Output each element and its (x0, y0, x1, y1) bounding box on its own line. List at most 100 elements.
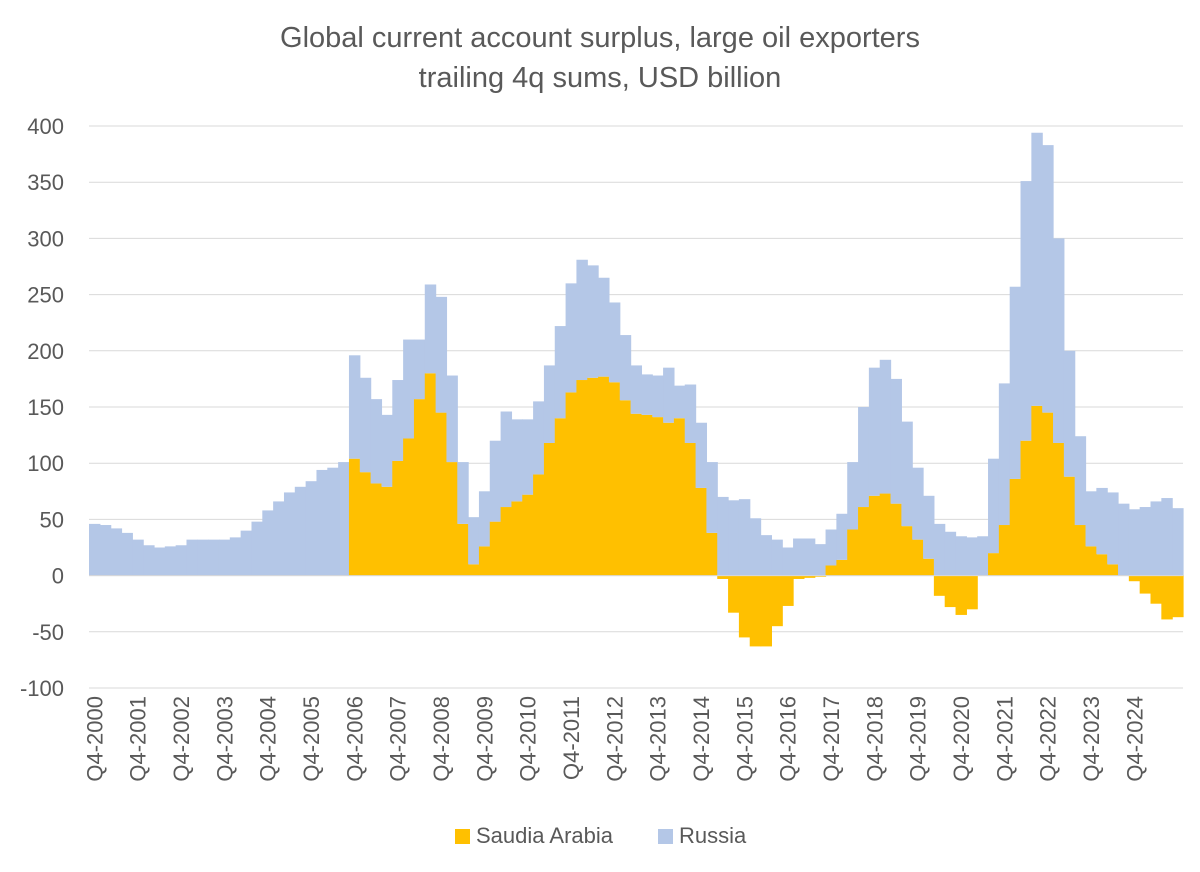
bar-russia (229, 537, 242, 576)
bar-saudi-arabia (684, 442, 697, 576)
bar-saudi-arabia (879, 493, 892, 576)
bar-saudi-arabia (1085, 546, 1097, 576)
x-tick-label: Q4-2004 (256, 696, 281, 782)
x-tick-label: Q4-2008 (429, 696, 454, 782)
bar-russia (1118, 503, 1130, 576)
bar-russia (728, 500, 740, 576)
bar-russia (1150, 501, 1162, 576)
bar-russia (500, 411, 513, 508)
bar-russia (1020, 181, 1032, 441)
bar-russia (663, 367, 675, 423)
bar-saudi-arabia (478, 546, 491, 576)
bar-saudi-arabia (543, 442, 556, 576)
bar-saudi-arabia (663, 422, 675, 576)
bar-saudi-arabia (500, 507, 513, 576)
bar-russia (262, 510, 274, 576)
bar-russia (370, 399, 383, 484)
bar-saudi-arabia (933, 575, 946, 596)
bar-saudi-arabia (392, 460, 404, 576)
x-tick-label: Q4-2002 (169, 696, 194, 782)
x-tick-label: Q4-2022 (1036, 696, 1061, 782)
bar-russia (197, 539, 209, 576)
bar-saudi-arabia (359, 472, 372, 576)
bar-saudi-arabia (793, 575, 805, 579)
bar-russia (251, 521, 263, 576)
bar-russia (1128, 509, 1141, 576)
bar-russia (153, 547, 166, 576)
bar-russia (164, 546, 177, 576)
bar-russia (132, 539, 144, 576)
legend-label: Russia (679, 823, 747, 848)
bar-russia (998, 383, 1011, 526)
bar-russia (641, 374, 653, 415)
bar-russia (359, 377, 372, 473)
bar-saudi-arabia (868, 495, 881, 576)
bar-russia (446, 375, 458, 463)
bar-saudi-arabia (1096, 554, 1108, 576)
bar-russia (175, 545, 188, 576)
bar-russia (348, 355, 361, 459)
bar-russia (392, 380, 404, 461)
bar-saudi-arabia (1161, 575, 1173, 620)
bar-russia (186, 539, 198, 576)
bar-russia (738, 499, 751, 576)
bar-russia (760, 535, 772, 576)
bar-russia (533, 401, 545, 475)
bar-saudi-arabia (847, 529, 859, 576)
bar-russia (316, 469, 328, 576)
x-tick-label: Q4-2013 (646, 696, 671, 782)
bar-russia (565, 283, 578, 393)
bar-russia (793, 538, 805, 576)
bar-saudi-arabia (413, 399, 426, 576)
bar-saudi-arabia (706, 532, 718, 576)
bar-russia (121, 532, 133, 576)
bar-russia (305, 481, 318, 576)
bar-saudi-arabia (446, 462, 458, 576)
bar-saudi-arabia (1107, 564, 1119, 576)
x-tick-label: Q4-2019 (906, 696, 931, 782)
bar-saudi-arabia (944, 575, 957, 608)
bar-russia (652, 375, 664, 418)
bar-russia (294, 486, 307, 576)
bar-russia (143, 545, 155, 576)
bar-saudi-arabia (923, 558, 935, 576)
y-tick-label: 400 (27, 114, 64, 139)
bar-russia (814, 544, 827, 576)
y-tick-label: 200 (27, 339, 64, 364)
bar-russia (110, 528, 123, 576)
bar-saudi-arabia (1128, 575, 1141, 582)
bar-saudi-arabia (858, 507, 870, 576)
bar-saudi-arabia (554, 418, 567, 576)
x-tick-label: Q4-2020 (949, 696, 974, 782)
x-tick-label: Q4-2001 (126, 696, 151, 782)
bar-saudi-arabia (1020, 440, 1032, 576)
y-tick-label: 100 (27, 451, 64, 476)
bar-saudi-arabia (576, 380, 588, 576)
legend-item-russia: Russia (658, 823, 747, 848)
bar-russia (1063, 350, 1076, 477)
bar-russia (608, 302, 621, 383)
bar-russia (424, 284, 437, 374)
bar-russia (630, 365, 643, 414)
bar-saudi-arabia (1042, 412, 1054, 576)
bar-saudi-arabia (1009, 478, 1022, 576)
bar-russia (684, 384, 697, 443)
bar-saudi-arabia (782, 575, 794, 606)
bar-russia (587, 265, 599, 378)
bar-saudi-arabia (424, 373, 437, 576)
bar-russia (457, 462, 469, 524)
bar-russia (240, 530, 253, 576)
x-tick-label: Q4-2018 (862, 696, 887, 782)
bar-russia (489, 440, 502, 522)
bar-russia (771, 539, 783, 576)
bar-russia (1161, 498, 1173, 576)
bar-russia (435, 296, 448, 413)
bar-russia (283, 492, 296, 576)
bar-russia (879, 359, 892, 494)
x-tick-label: Q4-2011 (559, 696, 584, 780)
bar-saudi-arabia (381, 486, 393, 576)
x-tick-label: Q4-2006 (342, 696, 367, 782)
bar-saudi-arabia (738, 575, 751, 638)
bar-russia (695, 422, 708, 488)
